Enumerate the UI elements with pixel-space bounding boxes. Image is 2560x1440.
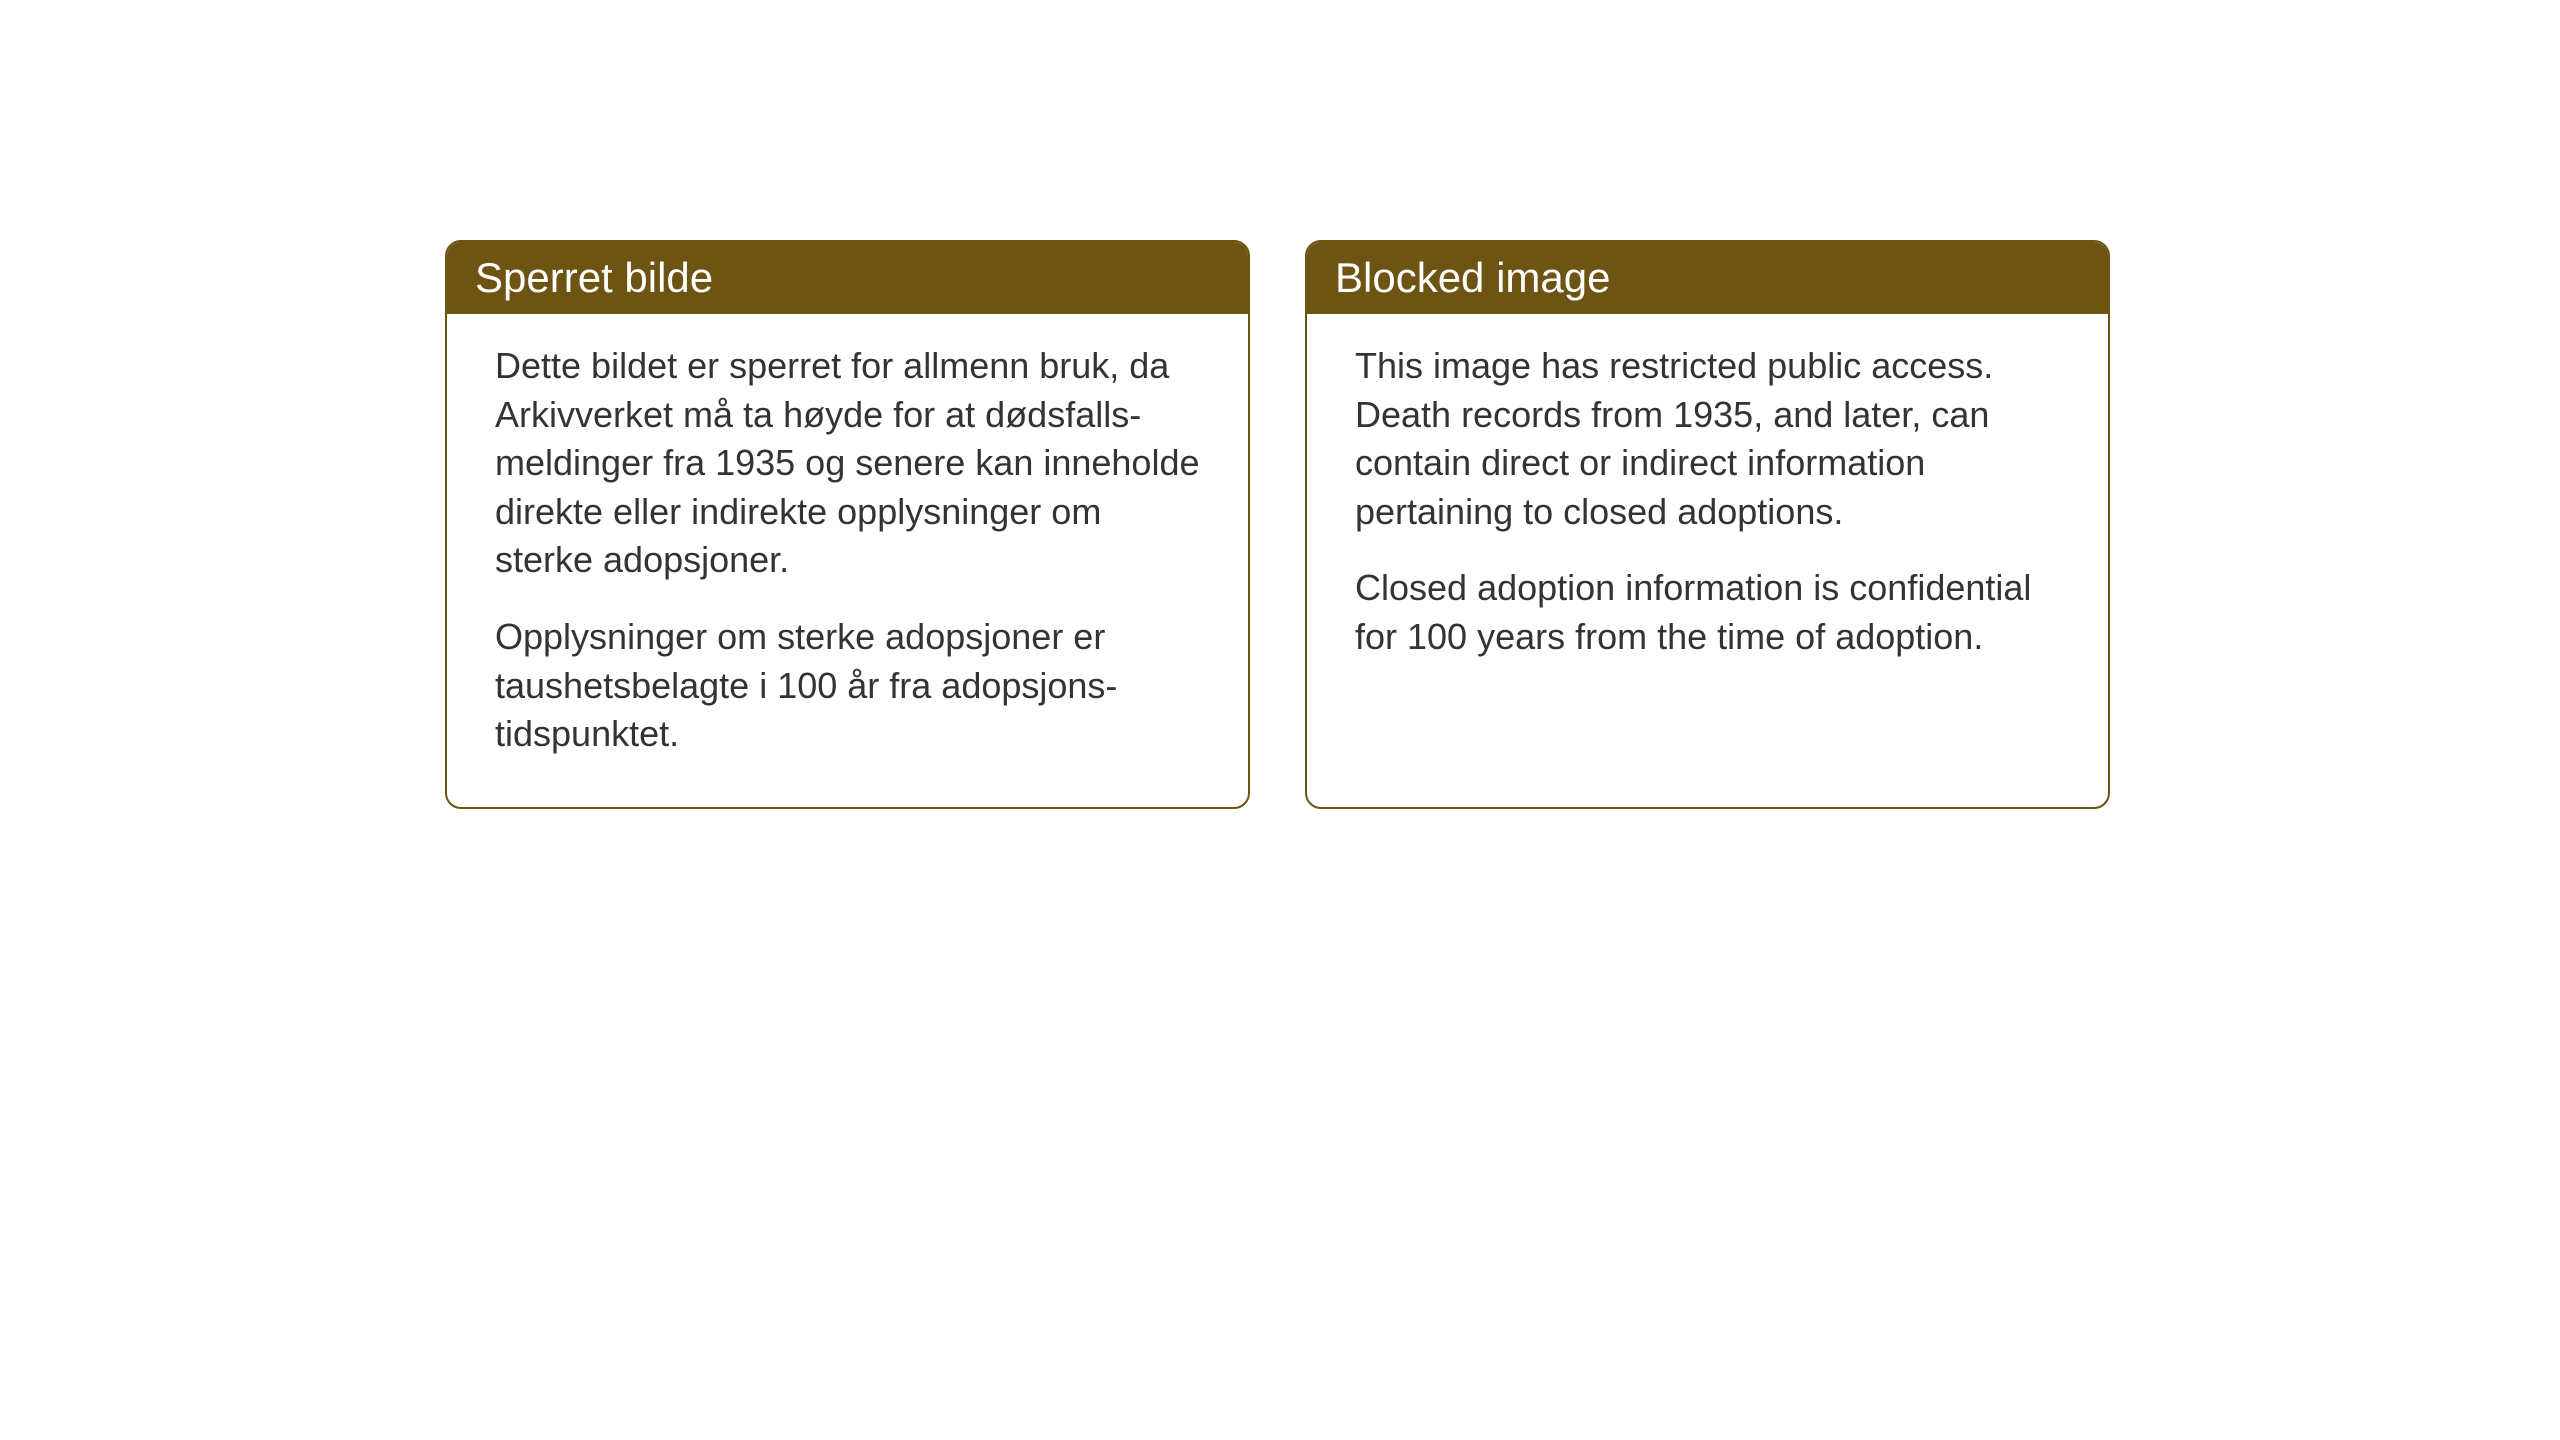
norwegian-paragraph-1: Dette bildet er sperret for allmenn bruk… (495, 342, 1200, 585)
english-card-header: Blocked image (1307, 242, 2108, 314)
norwegian-card: Sperret bilde Dette bildet er sperret fo… (445, 240, 1250, 809)
norwegian-paragraph-2: Opplysninger om sterke adopsjoner er tau… (495, 613, 1200, 759)
norwegian-card-body: Dette bildet er sperret for allmenn bruk… (447, 314, 1248, 807)
english-card: Blocked image This image has restricted … (1305, 240, 2110, 809)
english-card-title: Blocked image (1335, 254, 1610, 301)
cards-container: Sperret bilde Dette bildet er sperret fo… (445, 240, 2110, 809)
norwegian-card-header: Sperret bilde (447, 242, 1248, 314)
english-card-body: This image has restricted public access.… (1307, 314, 2108, 710)
english-paragraph-1: This image has restricted public access.… (1355, 342, 2060, 536)
norwegian-card-title: Sperret bilde (475, 254, 713, 301)
english-paragraph-2: Closed adoption information is confident… (1355, 564, 2060, 661)
